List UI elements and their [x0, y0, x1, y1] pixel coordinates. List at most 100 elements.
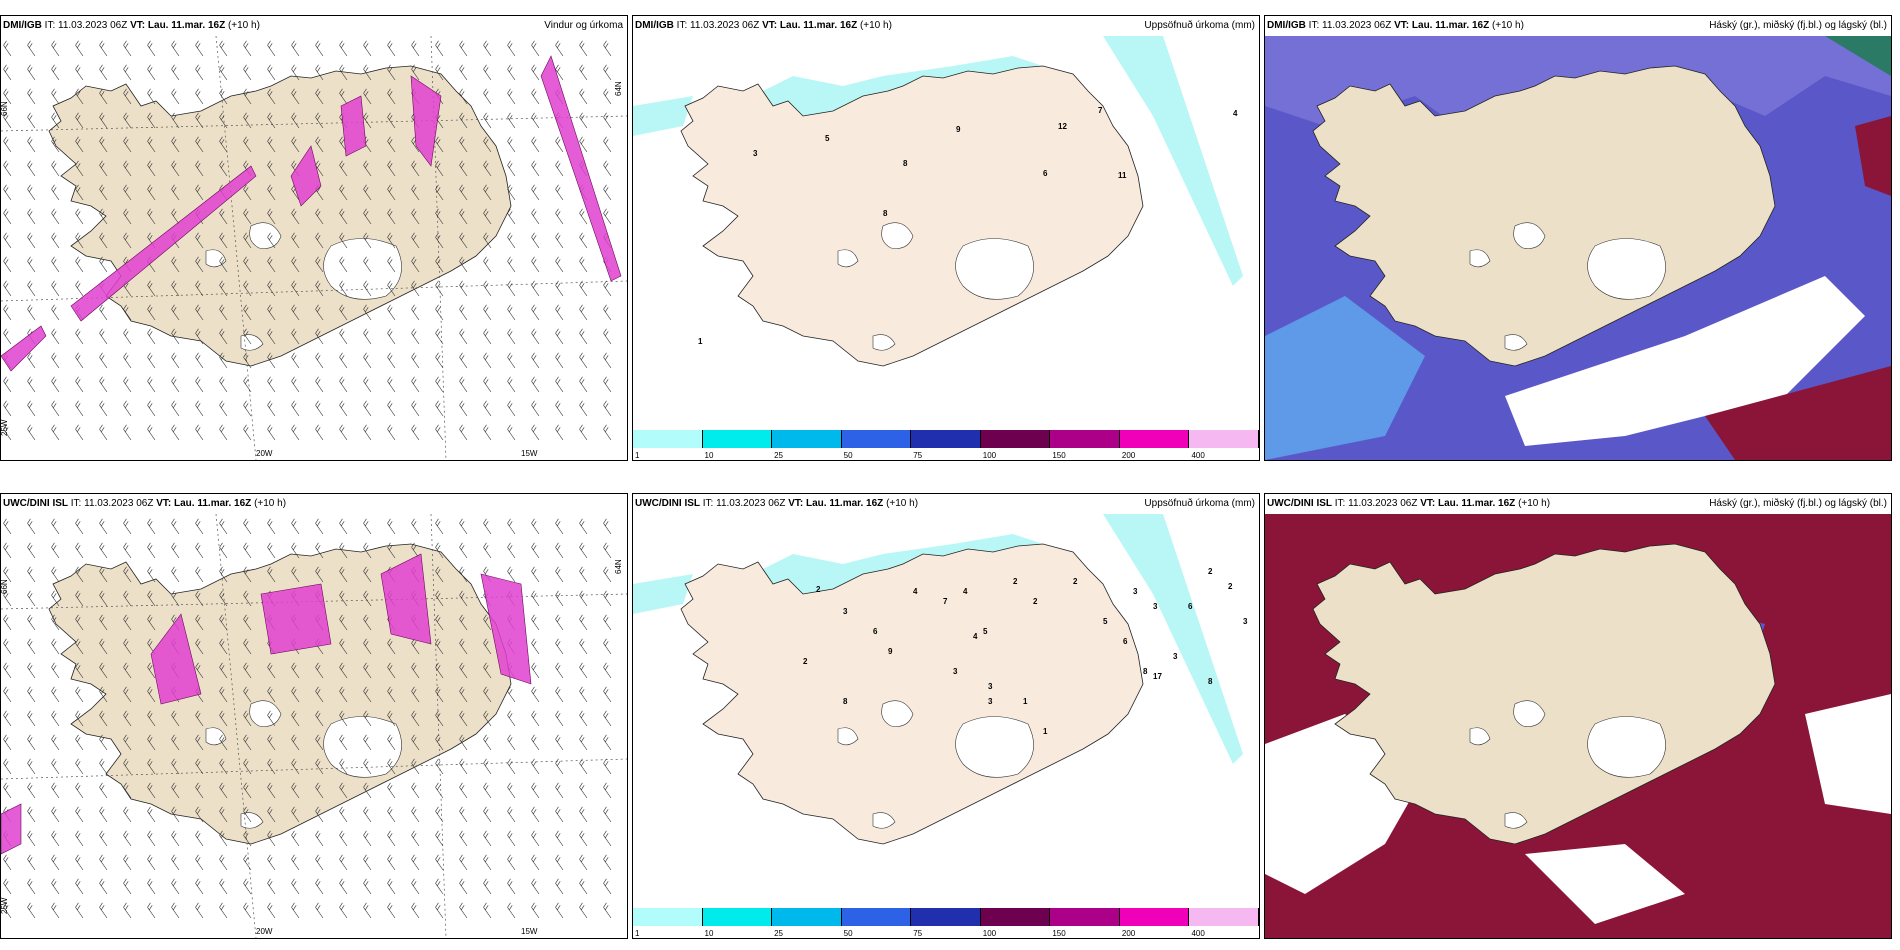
wind-barb — [147, 208, 156, 225]
wind-barb — [171, 710, 180, 727]
wind-barb — [387, 782, 396, 799]
wind-barb — [243, 758, 252, 775]
wind-barb — [123, 208, 132, 225]
init-time: 11.03.2023 06Z — [1348, 498, 1418, 509]
wind-barb — [507, 304, 516, 321]
wind-barb — [315, 64, 324, 81]
wind-barb — [531, 830, 540, 847]
wind-barb — [507, 686, 516, 703]
wind-barb — [555, 208, 564, 225]
wind-barb — [3, 328, 12, 345]
precip-band — [540, 55, 622, 282]
panel-run-info: DMI/IGB IT: 11.03.2023 06Z VT: Lau. 11.m… — [3, 16, 260, 36]
wind-barb — [459, 638, 468, 655]
wind-barb — [3, 376, 12, 393]
wind-barb — [483, 184, 492, 201]
wind-barb — [531, 328, 540, 345]
wind-barb — [315, 518, 324, 535]
wind-barb — [579, 64, 588, 81]
panel-title: Háský (gr.), miðský (fj.bl.) og lágský (… — [1709, 20, 1887, 31]
wind-barb — [219, 64, 228, 81]
wind-barb — [579, 136, 588, 153]
wind-barb — [99, 256, 108, 273]
wind-barb — [267, 280, 276, 297]
wind-barb — [387, 136, 396, 153]
wind-barb — [555, 638, 564, 655]
wind-barb — [267, 160, 276, 177]
wind-barb — [483, 830, 492, 847]
wind-barb — [243, 806, 252, 823]
init-time: 11.03.2023 06Z — [716, 498, 786, 509]
wind-barb — [507, 542, 516, 559]
wind-barb — [219, 662, 228, 679]
wind-barb — [363, 782, 372, 799]
precip-value: 3 — [1153, 602, 1158, 611]
wind-barb — [507, 376, 516, 393]
wind-barb — [531, 352, 540, 369]
wind-barb — [123, 614, 132, 631]
legend-swatch — [980, 430, 1051, 448]
legend-tick: 10 — [704, 451, 714, 460]
wind-barb — [315, 88, 324, 105]
legend-swatch — [633, 430, 703, 448]
wind-barb — [75, 590, 84, 607]
precip-band — [410, 75, 442, 167]
graticule-line — [1, 280, 627, 302]
wind-barb — [75, 518, 84, 535]
wind-barb — [51, 518, 60, 535]
legend-tick: 100 — [982, 929, 997, 938]
wind-barb — [243, 304, 252, 321]
wind-barb — [387, 64, 396, 81]
wind-barb — [75, 662, 84, 679]
wind-barb — [315, 806, 324, 823]
wind-barb — [579, 424, 588, 441]
wind-barb — [147, 806, 156, 823]
wind-barb — [315, 280, 324, 297]
legend-tick: 75 — [913, 929, 923, 938]
wind-barb — [3, 782, 12, 799]
wind-barb — [171, 160, 180, 177]
wind-barb — [411, 64, 420, 81]
wind-barb — [339, 830, 348, 847]
wind-barb — [387, 160, 396, 177]
wind-barb — [27, 878, 36, 895]
wind-barb — [531, 902, 540, 919]
wind-barb — [243, 566, 252, 583]
wind-barb — [555, 424, 564, 441]
wind-barb — [147, 136, 156, 153]
map-canvas: 3 5 8 8 9 12 7 4 11 6 1 — [633, 36, 1243, 367]
wind-barb — [579, 782, 588, 799]
precip-value: 3 — [1173, 652, 1178, 661]
wind-barb — [75, 136, 84, 153]
valid-label: VT: — [1420, 498, 1436, 509]
wind-barb — [507, 400, 516, 417]
wind-barb — [3, 400, 12, 417]
wind-barb — [339, 878, 348, 895]
wind-barb — [27, 232, 36, 249]
wind-barb — [219, 854, 228, 871]
panel-header: UWC/DINI ISL IT: 11.03.2023 06Z VT: Lau.… — [1, 494, 627, 514]
wind-barb — [171, 256, 180, 273]
wind-barb — [555, 232, 564, 249]
wind-barb — [459, 160, 468, 177]
wind-barb — [531, 662, 540, 679]
wind-barb — [315, 566, 324, 583]
wind-barb — [51, 590, 60, 607]
wind-barb — [123, 232, 132, 249]
wind-barb — [51, 160, 60, 177]
wind-barb — [267, 710, 276, 727]
wind-barb — [51, 782, 60, 799]
wind-barb — [291, 352, 300, 369]
wind-barb — [531, 256, 540, 273]
wind-barb — [195, 806, 204, 823]
wind-barb — [579, 376, 588, 393]
wind-barb — [579, 758, 588, 775]
wind-barb — [483, 112, 492, 129]
wind-barb — [555, 686, 564, 703]
wind-barb — [99, 160, 108, 177]
wind-barb — [603, 40, 612, 57]
wind-barb — [387, 112, 396, 129]
wind-barb — [147, 662, 156, 679]
wind-barb — [3, 184, 12, 201]
wind-barb — [99, 424, 108, 441]
